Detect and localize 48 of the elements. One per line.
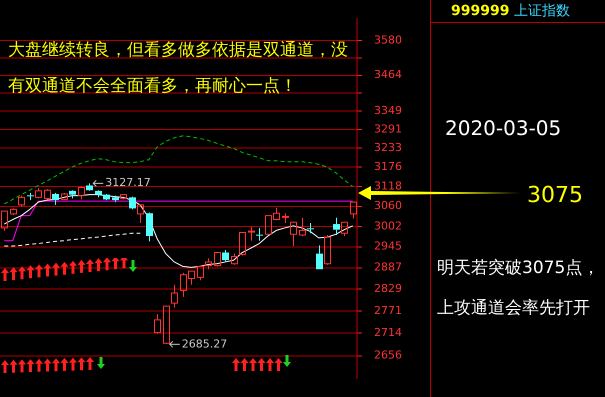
candlestick	[137, 204, 144, 224]
candlestick	[52, 192, 59, 206]
candlestick	[316, 244, 323, 270]
candlestick	[103, 194, 110, 200]
candlestick	[163, 306, 170, 345]
annotation: 3127.17	[105, 176, 151, 190]
candlestick	[171, 284, 178, 308]
y-tick-label: 2714	[374, 326, 402, 339]
candlestick	[248, 226, 255, 242]
y-tick-label: 3464	[374, 68, 402, 82]
y-tick-label: 3233	[374, 141, 402, 154]
candlestick	[222, 250, 229, 262]
candlestick	[69, 190, 76, 199]
y-tick-label: 3002	[374, 219, 402, 232]
candlestick	[86, 182, 93, 190]
candlestick	[205, 258, 212, 270]
candlestick	[112, 195, 119, 203]
y-tick-label: 2887	[374, 260, 402, 274]
candlestick	[27, 192, 34, 201]
y-tick-label: 3580	[374, 33, 402, 46]
y-tick-label: 2829	[374, 282, 402, 296]
line-series	[4, 232, 141, 247]
text: 3075	[527, 183, 583, 208]
candlestick	[290, 222, 297, 247]
y-tick-label: 2656	[374, 348, 402, 362]
line-series	[4, 135, 354, 204]
text: 明天若突破3075点，上攻通道会率先打开	[437, 257, 600, 320]
candlestick	[282, 212, 289, 224]
candlestick	[129, 197, 136, 210]
y-tick-label: 3291	[374, 122, 402, 136]
candlestick	[299, 217, 306, 237]
text: 999999 上证指数	[451, 3, 570, 19]
annotation: 2685.27	[182, 338, 228, 351]
y-tick-label: 3176	[374, 160, 402, 173]
y-tick-label: 3118	[374, 179, 402, 192]
candlestick	[307, 222, 314, 234]
candlestick	[154, 314, 161, 334]
candlestick	[333, 217, 340, 236]
candlestick	[95, 190, 102, 198]
y-tick-label: 3349	[374, 104, 402, 117]
candlestick	[146, 213, 153, 242]
y-tick-label: 2771	[374, 304, 402, 317]
candlestick	[256, 227, 263, 242]
annotation: 大盘继续转良，但看多做多依据是双通道，没有双通道不会全面看多，再耐心一点！	[8, 39, 349, 98]
text: 2020-03-05	[445, 116, 562, 140]
y-tick-label: 2945	[374, 240, 402, 253]
candlestick	[341, 222, 348, 237]
y-tick-label: 3060	[374, 199, 402, 212]
